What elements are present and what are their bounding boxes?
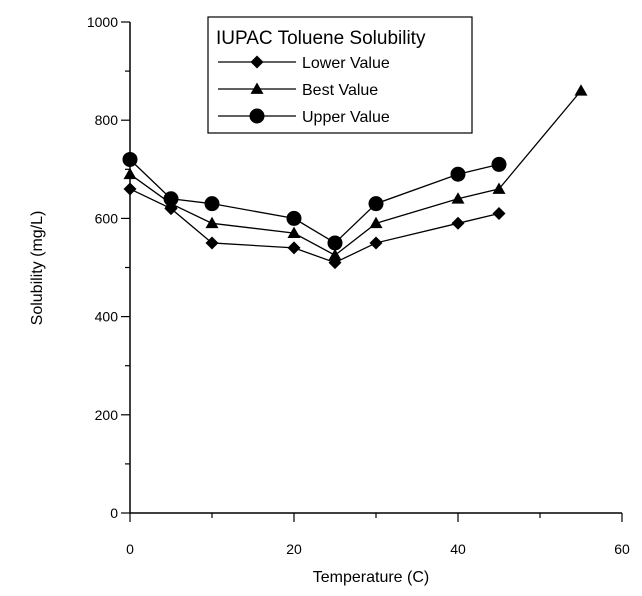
y-tick-label: 200: [95, 407, 119, 423]
circle-marker: [122, 151, 138, 167]
triangle-marker: [369, 216, 383, 229]
y-tick-label: 0: [110, 505, 118, 521]
legend-entry: Lower Value: [218, 55, 390, 72]
diamond-marker: [287, 241, 301, 255]
x-tick-label: 40: [450, 541, 466, 557]
circle-marker: [327, 235, 343, 251]
x-tick-label: 60: [614, 541, 630, 557]
y-axis-title: Solubility (mg/L): [29, 211, 46, 326]
y-tick-label: 600: [95, 210, 119, 226]
legend-entry: Best Value: [218, 82, 378, 99]
legend-label: Lower Value: [302, 55, 390, 72]
legend: IUPAC Toluene Solubility Lower Value Best…: [207, 16, 473, 134]
circle-marker: [249, 108, 265, 124]
series-line: [129, 188, 500, 264]
legend-label: Best Value: [302, 82, 378, 99]
y-tick-label: 400: [95, 309, 119, 325]
y-tick-label: 800: [95, 112, 119, 128]
triangle-marker: [123, 167, 137, 180]
diamond-marker: [369, 236, 383, 250]
diamond-marker: [123, 182, 137, 196]
y-tick-label: 1000: [87, 14, 118, 30]
triangle-marker: [492, 182, 506, 194]
axis-ticks: 0 200 400 600 800 1000 0 20 40 60: [87, 14, 630, 557]
x-tick-label: 0: [126, 541, 134, 557]
legend-items: Lower Value Best Value Upper Value: [218, 55, 390, 126]
circle-marker: [163, 191, 179, 207]
circle-marker: [204, 196, 220, 212]
circle-marker: [368, 196, 384, 212]
legend-title: IUPAC Toluene Solubility: [216, 28, 426, 49]
circle-marker: [286, 210, 302, 226]
diamond-marker: [492, 206, 506, 220]
triangle-marker: [451, 192, 465, 204]
series-lower-value: [123, 182, 506, 270]
legend-label: Upper Value: [302, 109, 390, 126]
series-layer: [122, 84, 588, 270]
triangle-marker: [205, 216, 219, 229]
diamond-marker: [205, 236, 219, 250]
circle-marker: [450, 166, 466, 182]
legend-entry: Upper Value: [218, 108, 390, 126]
diamond-marker: [250, 55, 264, 69]
x-axis-title: Temperature (C): [313, 569, 429, 586]
triangle-marker: [287, 226, 301, 239]
circle-marker: [491, 156, 507, 172]
diamond-marker: [451, 216, 465, 230]
triangle-marker: [328, 248, 342, 261]
series-line: [129, 159, 500, 244]
triangle-marker: [574, 84, 588, 96]
series-upper-value: [122, 151, 507, 251]
x-tick-label: 20: [286, 541, 302, 557]
triangle-marker: [250, 82, 264, 94]
